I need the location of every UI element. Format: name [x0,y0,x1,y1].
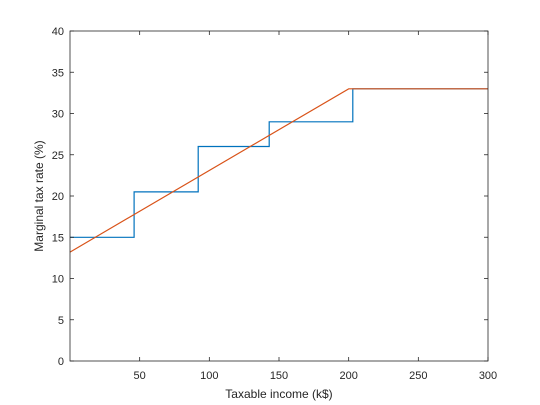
y-tick-label: 5 [58,315,64,327]
y-axis-label: Marginal tax rate (%) [32,140,46,251]
y-tick-label: 35 [52,67,64,79]
y-tick-label: 0 [58,356,64,368]
x-tick-label: 300 [479,370,497,382]
plot-frame [69,30,489,362]
y-tick-label: 10 [52,274,64,286]
x-tick-label: 150 [270,370,288,382]
ticks-layer: 50 100 150 200 250 300 0 5 10 15 20 25 30 35 40 [52,26,497,382]
y-tick-label: 30 [52,109,64,121]
y-tick-label: 20 [52,191,64,203]
x-tick-label: 200 [339,370,357,382]
y-tick-label: 15 [52,232,64,244]
series-layer [69,88,488,253]
x-tick-label: 100 [200,370,218,382]
x-tick-label: 250 [409,370,427,382]
y-tick-label: 25 [52,150,64,162]
x-tick-label: 50 [134,370,146,382]
y-tick-label: 40 [52,26,64,38]
series-line-2 [69,88,488,253]
x-axis-label: Taxable income (k$) [225,387,332,401]
